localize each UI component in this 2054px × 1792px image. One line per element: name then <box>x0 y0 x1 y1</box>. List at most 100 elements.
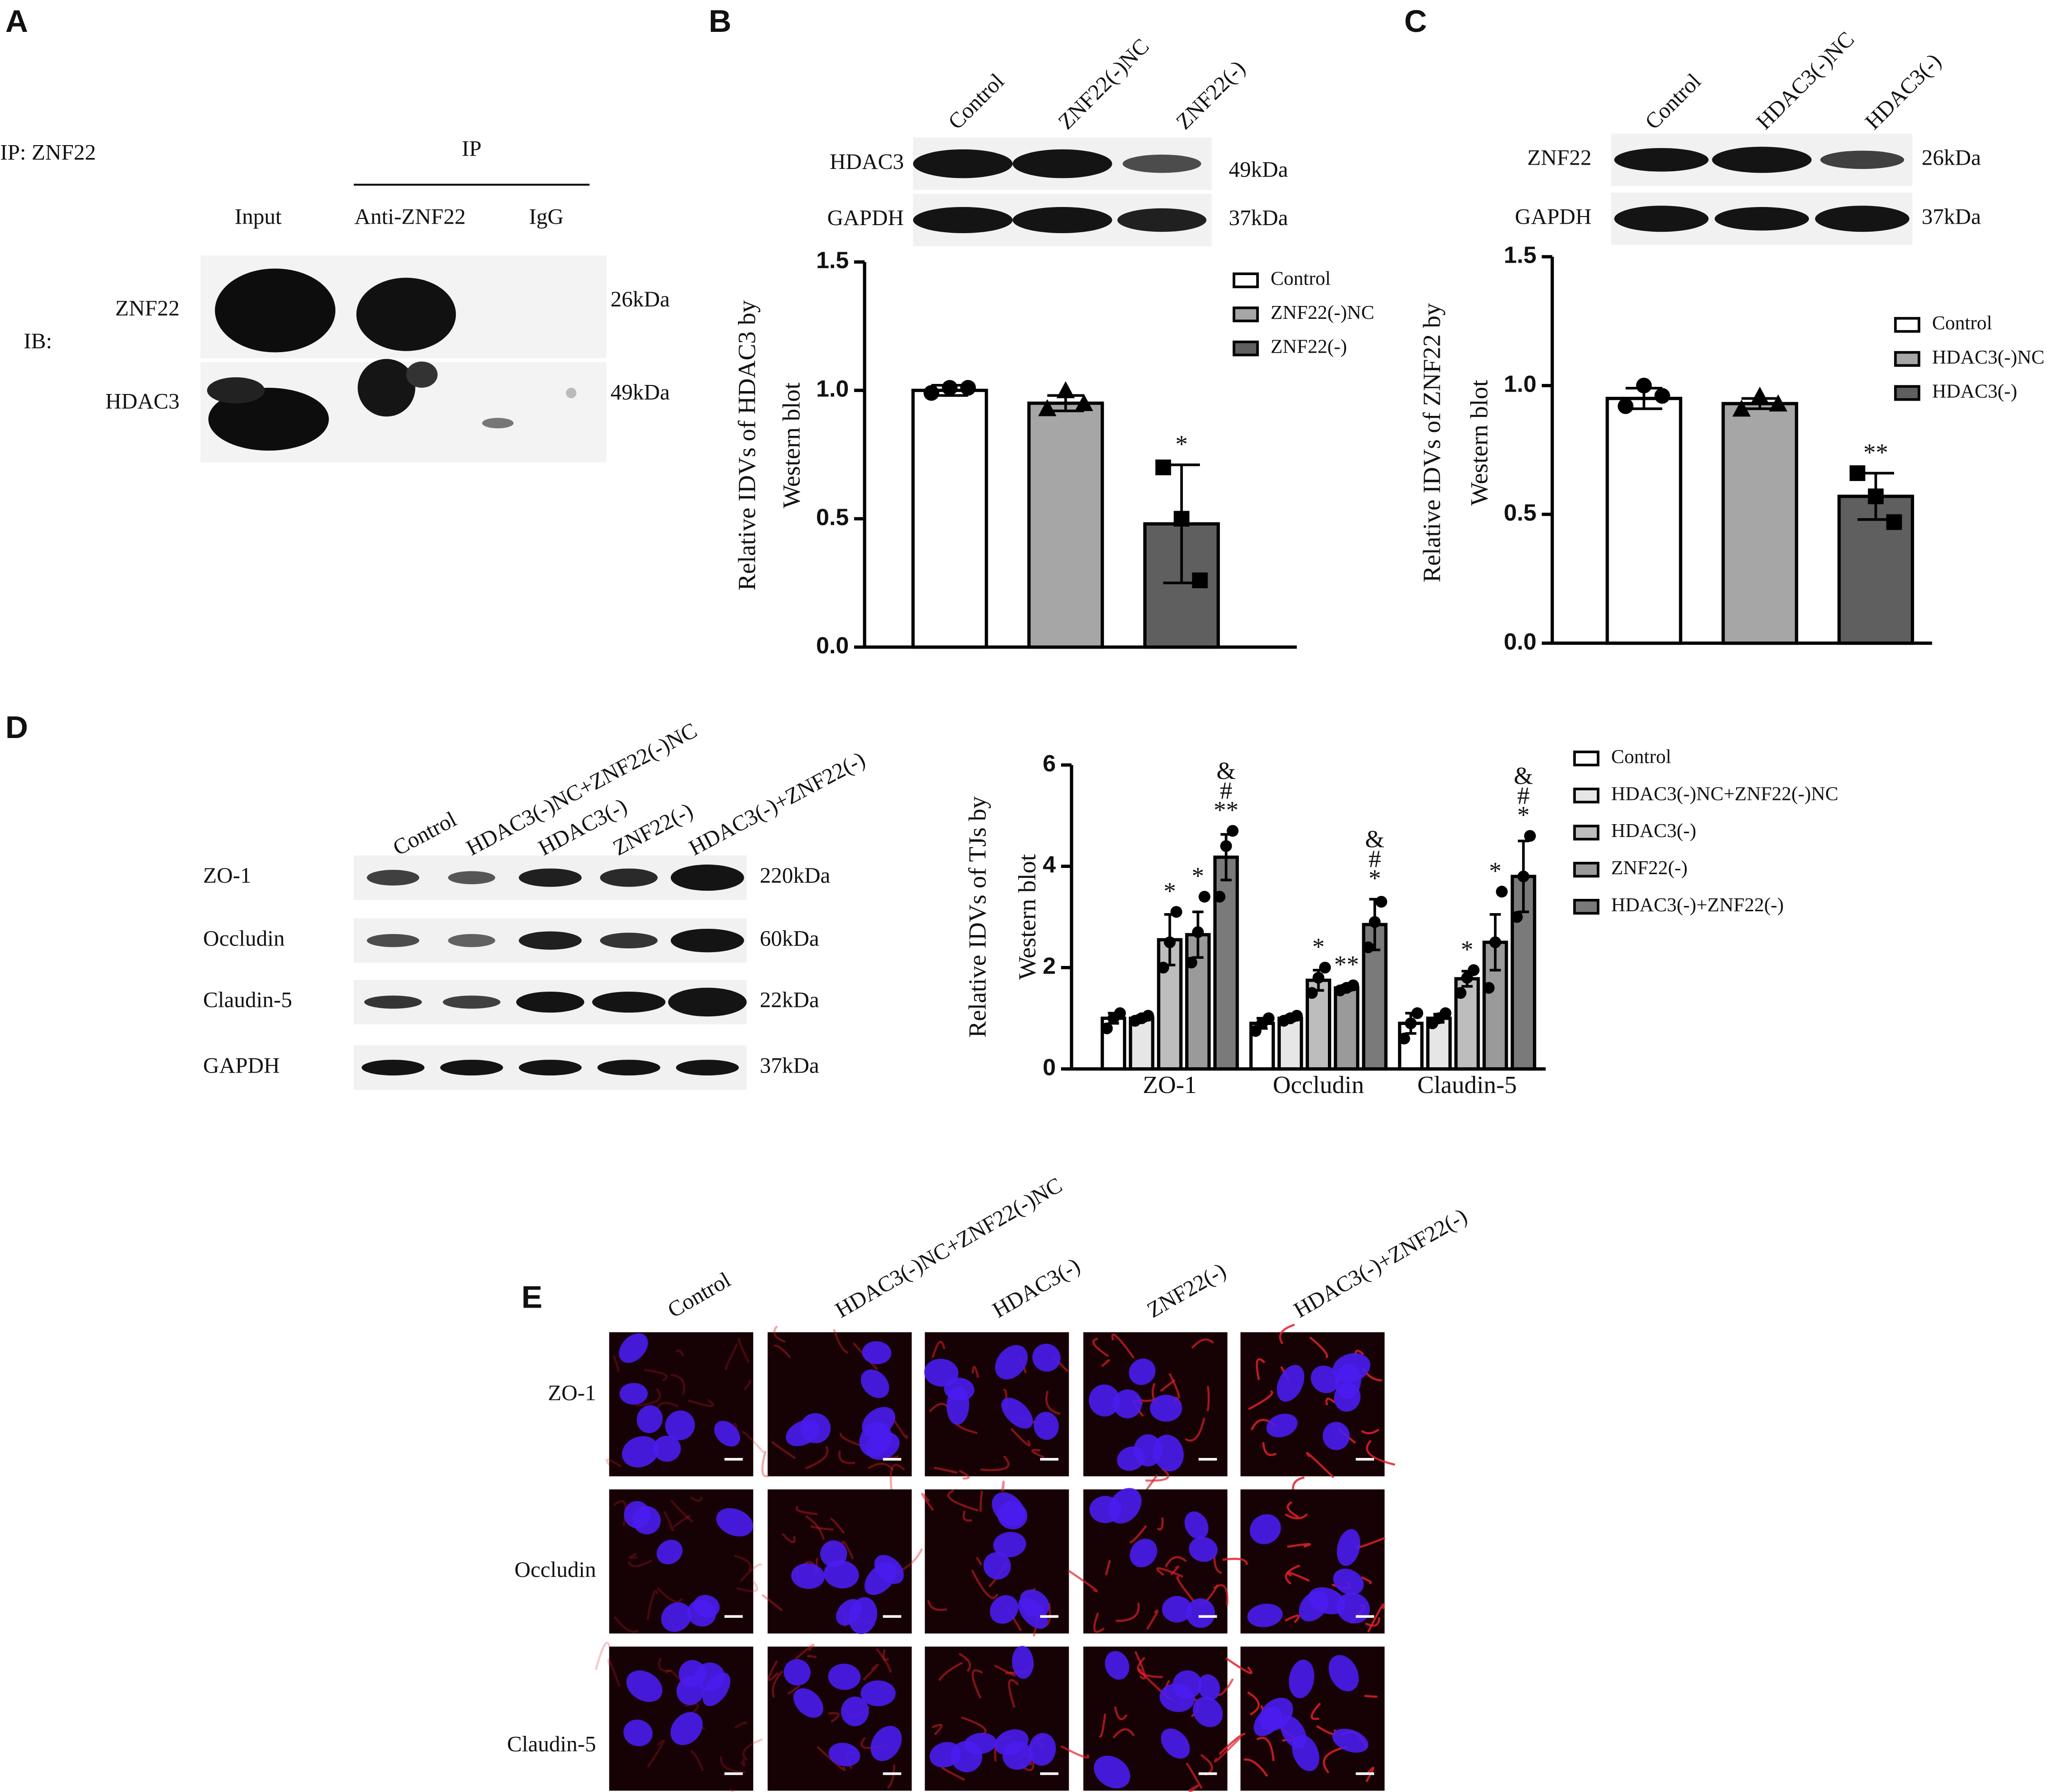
membrane <box>656 1587 683 1603</box>
nucleus <box>619 1383 648 1405</box>
column-label: ZNF22(-) <box>1143 1258 1230 1323</box>
band <box>1012 149 1112 178</box>
nucleus <box>619 1333 648 1363</box>
nucleus <box>1172 1670 1202 1699</box>
membrane <box>1284 1615 1300 1623</box>
band <box>442 995 501 1009</box>
band <box>1117 208 1207 232</box>
membrane <box>1157 1517 1164 1531</box>
nucleus <box>929 1742 961 1768</box>
band <box>440 1060 503 1076</box>
lane-label: ZNF22(-) <box>1171 56 1250 134</box>
membrane <box>767 1660 779 1681</box>
lane-label: Control <box>943 69 1009 135</box>
membrane <box>761 1450 770 1477</box>
membrane <box>1323 1745 1348 1773</box>
membrane <box>932 1723 943 1735</box>
band <box>516 991 585 1013</box>
membrane <box>787 1685 800 1694</box>
y-axis-label: Relative IDVs of ZNF22 by <box>1418 303 1446 582</box>
nucleus <box>1108 1487 1142 1524</box>
membrane <box>744 1380 751 1390</box>
significance: ** <box>1214 797 1238 824</box>
point <box>1263 1012 1275 1024</box>
point <box>1636 377 1652 394</box>
micrograph <box>921 1480 1069 1637</box>
significance: # <box>1517 782 1530 809</box>
point <box>1192 572 1208 589</box>
nucleus <box>1249 1514 1281 1545</box>
membrane <box>613 1616 639 1633</box>
legend-label: HDAC3(-)NC+ZNF22(-)NC <box>1611 782 1838 805</box>
nucleus <box>1161 1728 1190 1759</box>
size-label: 49kDa <box>610 380 670 404</box>
nucleus <box>1332 1353 1371 1383</box>
nucleus <box>995 1345 1028 1379</box>
membrane <box>838 1450 855 1464</box>
nucleus <box>862 1407 895 1438</box>
membrane <box>1156 1567 1184 1578</box>
band <box>448 871 495 885</box>
nucleus <box>1029 1733 1056 1766</box>
nucleus <box>1153 1435 1184 1472</box>
nucleus <box>693 1595 720 1618</box>
membrane <box>959 1469 970 1480</box>
membrane <box>740 1563 762 1582</box>
nucleus <box>800 1413 831 1443</box>
lane-label: HDAC3(-)+ZNF22(-) <box>685 747 869 861</box>
significance: * <box>1461 935 1473 963</box>
micrograph <box>1219 1646 1385 1791</box>
point <box>1319 962 1331 974</box>
membrane <box>972 1366 979 1378</box>
point <box>1411 1007 1424 1019</box>
membrane <box>729 1788 735 1792</box>
membrane <box>1225 1657 1253 1674</box>
nucleus <box>1298 1590 1329 1622</box>
micrograph <box>924 1332 1069 1480</box>
membrane <box>1176 1575 1196 1604</box>
membrane <box>1168 1373 1180 1398</box>
size-label: 22kDa <box>760 988 819 1013</box>
point <box>1769 394 1788 412</box>
membrane <box>773 1325 786 1343</box>
membrane <box>1164 1556 1187 1568</box>
point <box>1369 916 1381 928</box>
significance: ** <box>1334 951 1359 978</box>
bar <box>1605 396 1682 645</box>
nucleus <box>661 1602 692 1632</box>
size-label: 26kDa <box>610 287 670 312</box>
micrograph <box>767 1644 912 1791</box>
legend-label: HDAC3(-)+ZNF22(-) <box>1611 894 1784 916</box>
significance: & <box>1365 826 1385 853</box>
membrane <box>628 1559 653 1567</box>
nucleus <box>1337 1529 1360 1566</box>
membrane <box>1279 1323 1295 1345</box>
membrane <box>1292 1477 1305 1490</box>
legend-swatch <box>1232 272 1259 288</box>
nucleus <box>1018 1597 1048 1629</box>
nucleus <box>861 1369 889 1398</box>
membrane <box>810 1525 834 1531</box>
row-label: HDAC3 <box>105 389 179 414</box>
membrane <box>656 1402 679 1409</box>
legend-swatch <box>1232 306 1259 323</box>
legend-label: Control <box>1932 312 1992 334</box>
significance: * <box>1192 862 1204 890</box>
membrane <box>828 1712 840 1723</box>
membrane <box>980 1455 1010 1471</box>
row-label: GAPDH <box>203 1053 280 1078</box>
micrograph-bg <box>924 1646 1069 1791</box>
panel-label: B <box>709 4 732 39</box>
row-label: ZNF22 <box>115 296 179 321</box>
nucleus <box>1012 1645 1034 1679</box>
point <box>1362 941 1375 954</box>
point <box>1511 911 1523 923</box>
point <box>1192 926 1204 938</box>
legend-label: ZNF22(-) <box>1611 857 1688 879</box>
bar <box>1721 402 1798 645</box>
point <box>1496 886 1508 898</box>
membrane <box>1364 1694 1378 1698</box>
membrane <box>1186 1762 1203 1789</box>
point <box>1732 399 1751 417</box>
membrane <box>1137 1657 1163 1678</box>
